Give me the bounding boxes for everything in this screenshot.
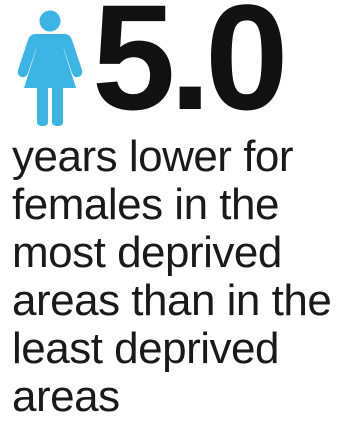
caption-line: least deprived: [12, 324, 279, 373]
caption-line: years lower for: [12, 132, 294, 181]
stat-value: 5.0: [92, 0, 289, 141]
caption-line: areas than in the: [12, 276, 332, 325]
caption-line: areas: [12, 372, 120, 421]
stat-caption: years lower for females in the most depr…: [12, 133, 336, 421]
stat-row: 5.0: [6, 0, 336, 141]
caption-line: females in the: [12, 180, 279, 229]
female-person-icon: [17, 10, 83, 126]
caption-line: most deprived: [12, 228, 282, 277]
